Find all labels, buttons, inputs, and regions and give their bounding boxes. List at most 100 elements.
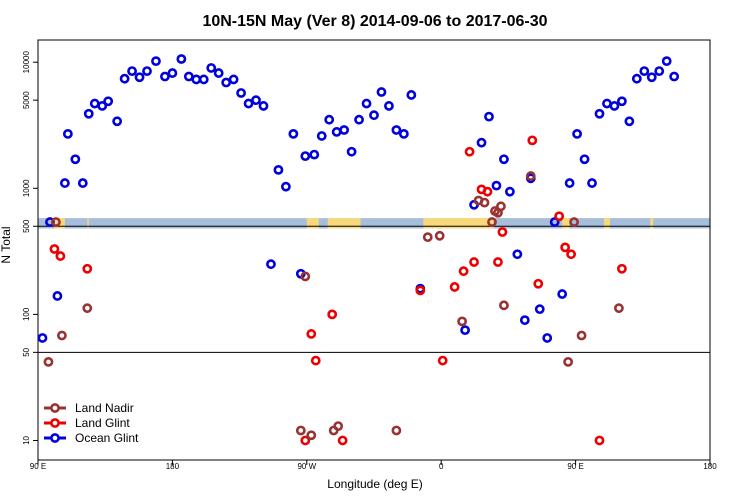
data-point [56,330,67,341]
data-point [579,154,590,165]
data-point [266,259,276,270]
data-point [542,333,553,343]
data-point [49,244,60,254]
data-point [337,435,348,446]
data-point [300,271,311,282]
data-point [549,217,560,227]
data-point [406,90,417,100]
data-point [160,71,170,82]
data-point [519,315,530,326]
data-point [346,146,357,157]
data-point [206,63,217,73]
land-segment [423,218,494,229]
legend-marker [50,418,60,428]
data-point [576,330,587,341]
legend-label: Ocean Glint [75,431,139,445]
y-tick-label: 100 [22,307,31,321]
data-point [228,74,239,85]
y-tick-label: 1000 [22,179,31,197]
data-point [213,68,224,78]
data-point [176,54,187,64]
reference-lines [38,225,710,353]
data-point [639,66,650,77]
data-point [564,178,575,188]
data-point [310,355,321,366]
data-point [37,333,48,343]
data-point [258,101,269,111]
data-point [82,303,93,314]
data-point [151,56,161,67]
data-point [77,178,88,188]
data-point [493,257,503,267]
data-point [82,263,93,274]
data-point [324,114,335,125]
series-land-glint [49,135,627,446]
data-point [306,329,317,339]
data-point [614,303,624,314]
data-point [496,201,506,212]
data-point [479,197,490,208]
data-point [487,217,497,227]
data-point [594,435,605,446]
data-point [398,129,409,139]
data-point [554,211,565,222]
data-point [280,181,291,192]
data-point [437,355,448,366]
x-tick-label: 180 [166,462,180,471]
data-point [119,73,130,84]
data-point [434,230,445,241]
data-point [59,178,70,188]
legend-marker [50,403,60,413]
data-point [504,186,515,197]
x-axis-label: Longitude (deg E) [327,477,422,491]
data-point [563,356,574,367]
data-point [198,74,209,85]
data-point [609,101,620,111]
data-point [333,421,344,432]
y-tick-label: 10000 [22,51,31,74]
data-point [70,154,81,165]
data-point [525,171,536,181]
data-point [560,242,571,253]
series-land-nadir [43,171,624,441]
data-point [491,180,502,191]
ocean-band [38,218,710,229]
data-point [142,66,152,77]
data-point [594,108,605,119]
data-point [631,73,642,84]
data-point [566,249,577,260]
x-tick-label: 90 W [297,462,316,471]
chart-title: 10N-15N May (Ver 8) 2014-09-06 to 2017-0… [202,13,547,30]
data-point [300,435,311,446]
data-point [273,164,284,175]
x-tick-label: 180 [703,462,717,471]
data-point [327,309,338,320]
data-point [422,232,433,243]
legend-marker [50,433,60,443]
data-point [83,108,94,119]
data-point [316,131,327,141]
data-point [52,291,63,301]
series-ocean-glint [37,54,680,343]
data-point [484,111,494,122]
axes: 90 E 180 90 W 0 90 E 180 10 50 100 500 1000 5000 100… [22,39,717,471]
data-point [624,116,635,127]
y-tick-label: 50 [22,347,31,356]
data-point [534,304,545,315]
data-point [112,116,123,127]
x-tick-label: 90 E [567,462,583,471]
legend-label: Land Nadir [75,401,134,415]
data-point [134,72,145,83]
data-point [251,95,261,106]
data-point [587,178,597,188]
data-point [309,149,320,160]
data-point [354,114,364,125]
data-point [295,425,306,436]
data-point [103,96,114,107]
data-point [167,68,178,78]
land-segment [650,218,654,229]
data-point [391,425,402,436]
data-point [460,325,470,336]
